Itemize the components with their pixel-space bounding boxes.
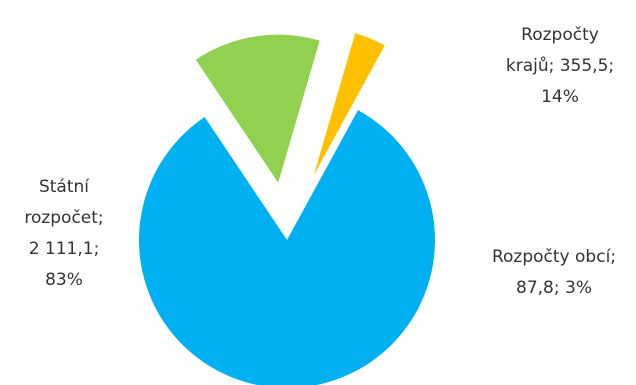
label-rozpocty-obci: Rozpočty obcí; 87,8; 3% (492, 247, 616, 298)
label-obci-line-2: 87,8; 3% (516, 278, 592, 298)
pie-slices (139, 33, 435, 385)
label-obci-line-1: Rozpočty obcí; (492, 247, 616, 267)
label-kraju-line-2: krajů; 355,5; (506, 56, 614, 76)
slice-rozpocty-obci (313, 33, 385, 176)
label-statni-rozpocet: Státní rozpočet; 2 111,1; 83% (24, 177, 103, 290)
label-statni-line-1: Státní (39, 177, 90, 197)
label-kraju-line-1: Rozpočty (521, 25, 599, 45)
label-statni-line-4: 83% (45, 270, 83, 290)
slice-statni-rozpocet (139, 110, 435, 385)
label-statni-line-2: rozpočet; (24, 208, 103, 228)
label-kraju-line-3: 14% (541, 87, 579, 107)
label-statni-line-3: 2 111,1; (29, 239, 100, 259)
label-rozpocty-kraju: Rozpočty krajů; 355,5; 14% (506, 25, 614, 107)
slice-rozpocty-kraju (195, 34, 320, 183)
